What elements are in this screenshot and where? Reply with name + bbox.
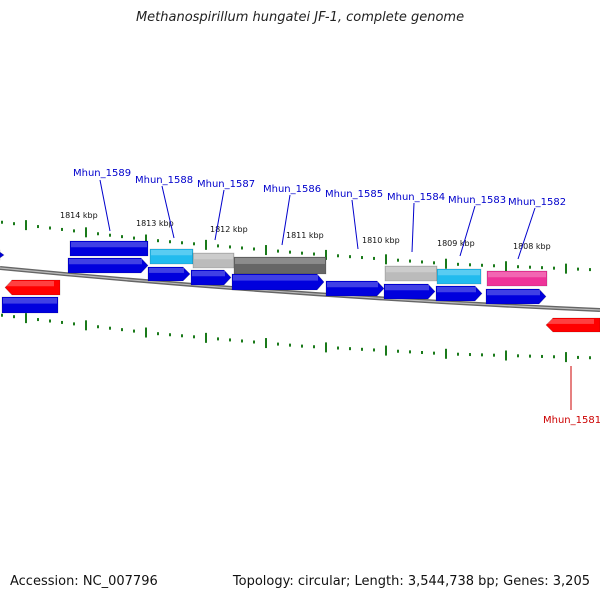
cds-arrow-reverse-shape — [545, 317, 600, 333]
cds-block — [1, 296, 59, 314]
gene-label: Mhun_1586 — [263, 184, 321, 195]
cds-arrow-reverse — [545, 317, 600, 333]
cds-arrow — [190, 269, 232, 286]
feature-block — [192, 252, 235, 269]
cds-arrow — [485, 288, 547, 305]
gene-label: Mhun_1581 — [543, 415, 600, 426]
gene-label: Mhun_1583 — [448, 195, 506, 206]
scale-label: 1809 kbp — [437, 239, 475, 248]
feature-block — [384, 265, 438, 282]
label-leader-line — [459, 205, 476, 257]
cds-block — [69, 240, 149, 257]
cds-arrow-gloss — [192, 271, 225, 277]
feature-block-gloss — [438, 270, 480, 276]
feature-block-shape — [486, 270, 548, 287]
cds-arrow — [383, 283, 436, 300]
cds-block-shape — [1, 296, 59, 314]
cds-arrow — [325, 280, 385, 297]
cds-arrow-shape — [147, 266, 191, 282]
feature-block-shape — [233, 256, 327, 275]
label-leader-line — [161, 185, 175, 239]
map-title: Methanospirillum hungatei JF-1, complete… — [135, 10, 465, 25]
cds-arrow-gloss — [437, 287, 476, 293]
scale-label: 1814 kbp — [60, 211, 98, 220]
cds-arrow-reverse — [4, 279, 61, 296]
feature-block — [149, 248, 194, 265]
cds-arrow-reverse-shape — [4, 279, 61, 296]
cds-block-gloss — [71, 242, 147, 248]
topology-text: Topology: circular; Length: 3,544,738 bp… — [232, 574, 590, 589]
cds-arrow-shape — [0, 249, 5, 261]
cds-arrow-shape — [435, 285, 483, 302]
feature-block-shape — [436, 268, 482, 285]
feature-block-gloss — [386, 267, 436, 273]
cds-arrow-reverse-gloss — [547, 319, 594, 324]
label-leader-line — [281, 194, 291, 246]
gene-label: Mhun_1587 — [197, 179, 255, 190]
label-leader-line — [411, 202, 415, 253]
cds-arrow — [231, 273, 325, 291]
cds-arrow-gloss — [149, 268, 184, 273]
gene-label: Mhun_1582 — [508, 197, 566, 208]
cds-arrow-shape — [190, 269, 232, 286]
gene-label: Mhun_1588 — [135, 175, 193, 186]
cds-arrow-gloss — [327, 282, 378, 288]
cds-arrow — [147, 266, 191, 282]
cds-arrow-reverse-gloss — [6, 281, 54, 287]
accession-text: Accession: NC_007796 — [10, 574, 158, 589]
cds-arrow-gloss — [487, 290, 540, 296]
gene-label: Mhun_1589 — [73, 168, 131, 179]
cds-arrow — [67, 257, 149, 274]
label-leader-line — [99, 179, 111, 232]
label-leader-line — [351, 199, 359, 250]
cds-arrow-gloss — [69, 259, 142, 265]
cds-block-gloss — [3, 298, 57, 304]
feature-block-gloss — [235, 258, 325, 264]
feature-block-gloss — [151, 250, 192, 256]
feature-block-gloss — [488, 272, 546, 278]
cds-arrow-shape — [67, 257, 149, 274]
feature-block — [233, 256, 327, 275]
genome-backbone-highlight — [0, 267, 600, 311]
cds-arrow-gloss — [385, 285, 429, 291]
gene-label: Mhun_1585 — [325, 189, 383, 200]
cds-arrow — [435, 285, 483, 302]
cds-arrow-gloss — [233, 275, 318, 281]
cds-arrow-shape — [383, 283, 436, 300]
cds-arrow — [0, 249, 5, 261]
feature-block — [436, 268, 482, 285]
scale-label: 1812 kbp — [210, 225, 248, 234]
scale-label: 1813 kbp — [136, 219, 174, 228]
scale-label: 1808 kbp — [513, 242, 551, 251]
feature-block — [486, 270, 548, 287]
gene-label: Mhun_1584 — [387, 192, 445, 203]
cds-arrow-shape — [231, 273, 325, 291]
feature-block-gloss — [194, 254, 233, 260]
cds-arrow-shape — [325, 280, 385, 297]
cds-block-shape — [69, 240, 149, 257]
scale-label: 1810 kbp — [362, 236, 400, 245]
label-leader-line — [214, 189, 225, 241]
scale-label: 1811 kbp — [286, 231, 324, 240]
label-leader-line — [517, 207, 536, 260]
cds-arrow-shape — [485, 288, 547, 305]
